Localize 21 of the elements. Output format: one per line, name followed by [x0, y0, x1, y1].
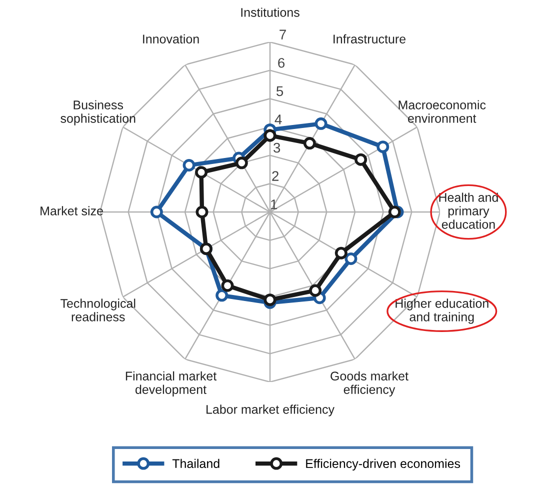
spoke-label: Business sophistication	[60, 100, 136, 126]
spoke-label: Goods market efficiency	[330, 371, 408, 396]
y-tick-label: 2	[272, 171, 279, 181]
legend-label: Efficiency-driven economies	[306, 458, 460, 470]
y-tick-label: 5	[276, 86, 284, 96]
spoke-label: Institutions	[241, 8, 300, 17]
y-tick-label: 6	[278, 58, 285, 68]
spoke-label: Financial market development	[126, 371, 217, 396]
spoke-label: Infrastructure	[334, 34, 406, 44]
spoke-label: Health and primary education	[439, 192, 498, 229]
y-tick-label: 4	[274, 114, 282, 124]
spoke-label: Innovation	[143, 34, 199, 44]
spoke-label: Market size	[40, 206, 103, 216]
y-tick-label: 7	[280, 30, 286, 40]
spoke-label: Macroeconomic environment	[398, 100, 486, 123]
y-tick-label: 3	[273, 142, 280, 153]
spoke-label: Technological readiness	[60, 298, 136, 322]
legend-label: Thailand	[172, 458, 220, 468]
y-tick-label: 1	[271, 200, 278, 210]
spoke-label: Higher education and training	[396, 298, 488, 324]
spoke-label: Labor market efficiency	[206, 404, 334, 416]
